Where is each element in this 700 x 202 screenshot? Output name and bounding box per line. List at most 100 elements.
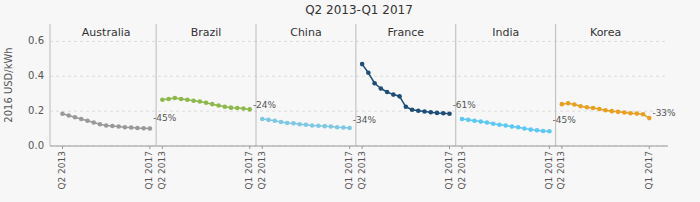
point [510,124,515,129]
point [141,126,146,131]
x-tick [149,146,150,149]
point [173,96,178,101]
x-tick-label: Q2 2013 [257,151,267,190]
point [347,126,352,131]
point [322,124,327,129]
point [422,109,427,114]
point [160,98,165,103]
point [372,81,377,86]
point [85,118,90,123]
y-axis-line [50,24,51,146]
point [279,120,284,125]
series-label: India [492,26,519,39]
annotation: -24% [253,100,277,110]
point [647,116,652,121]
series-label: China [290,26,321,39]
point [366,71,371,76]
point [310,123,315,128]
x-tick-label: Q2 2013 [457,151,467,190]
point [316,123,321,128]
x-axis-line [50,146,668,147]
plot-area [60,62,651,134]
point [385,90,390,95]
divider [555,24,556,146]
point [241,106,246,111]
y-axis-label: 2016 USD/kWh [3,47,14,122]
point [235,106,240,111]
line [362,64,449,114]
point [116,124,121,129]
point [591,106,596,111]
x-tick-label: Q1 2017 [244,151,254,190]
point [191,98,196,103]
x-tick-label: Q2 2013 [556,151,566,190]
point [329,124,334,129]
point [185,98,190,103]
point [566,101,571,106]
point [79,117,84,122]
point [616,110,621,115]
point [123,125,128,130]
divider [455,24,456,146]
divider [256,24,257,146]
point [148,126,153,131]
x-tick [649,146,650,149]
point [466,118,471,123]
point [578,104,583,109]
x-tick [449,146,450,149]
point [210,102,215,107]
point [216,103,221,108]
x-tick [62,146,63,149]
point [541,129,546,134]
point [535,128,540,133]
point [603,108,608,113]
point [441,111,446,116]
point [91,120,96,125]
point [247,107,252,112]
point [291,121,296,126]
annotation: -34% [353,115,377,125]
y-tick-label: 0.0 [28,140,44,151]
y-tick-label: 0.6 [28,35,44,46]
grid-line [50,41,668,42]
point [416,108,421,113]
point [634,111,639,116]
x-tick-label: Q1 2017 [644,151,654,190]
series-label: France [388,26,425,39]
point [297,122,302,127]
point [435,111,440,116]
dividers [156,24,556,146]
point [610,109,615,114]
point [397,94,402,99]
x-tick [262,146,263,149]
point [204,100,209,105]
point [98,122,103,127]
point [560,102,565,107]
point [516,125,521,130]
point [104,123,109,128]
y-tick-label: 0.2 [28,105,44,116]
point [379,86,384,91]
point [428,110,433,115]
point [304,122,309,127]
divider [156,24,157,146]
annotation: -33% [652,108,676,118]
point [166,97,171,102]
x-tick [162,146,163,149]
point [497,122,502,127]
series-label: Korea [590,26,621,39]
grid [50,41,668,146]
point [135,126,140,131]
x-tick-label: Q1 2017 [444,151,454,190]
x-tick [249,146,250,149]
x-tick [549,146,550,149]
point [485,120,490,125]
point [110,124,115,129]
point [179,97,184,102]
point [222,104,227,109]
title: Q2 2013-Q1 2017 [305,3,413,17]
point [503,123,508,128]
series-label: Australia [82,26,131,39]
point [641,112,646,117]
point [60,111,65,116]
